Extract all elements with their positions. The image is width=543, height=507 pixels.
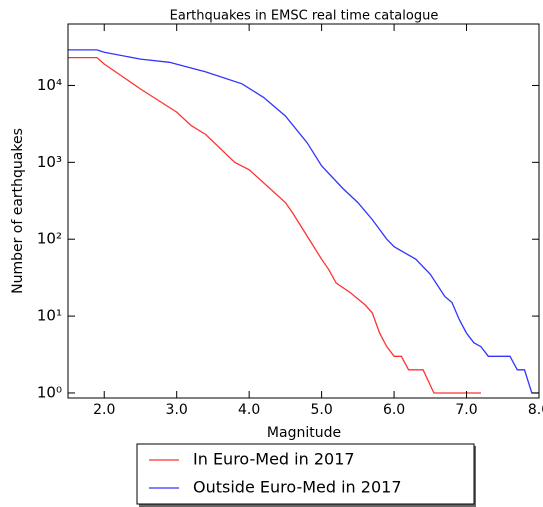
x-tick-label: 5.0	[310, 402, 332, 418]
y-tick-label: 10⁰	[37, 383, 62, 401]
y-tick-label: 10²	[37, 230, 62, 248]
y-axis-label: Number of earthquakes	[10, 128, 26, 294]
x-tick-label: 6.0	[383, 402, 405, 418]
data-line	[68, 49, 539, 394]
x-tick-label: 2.0	[93, 402, 115, 418]
x-tick-label: 4.0	[238, 402, 260, 418]
x-tick-label: 3.0	[166, 402, 188, 418]
y-tick-label: 10³	[37, 153, 62, 171]
chart-title: Earthquakes in EMSC real time catalogue	[170, 9, 439, 24]
x-axis-label: Magnitude	[267, 425, 341, 441]
y-tick-label: 10¹	[37, 307, 62, 325]
x-tick-label: 7.0	[455, 402, 477, 418]
data-line	[68, 56, 481, 394]
legend-box	[136, 443, 475, 505]
y-tick-label: 10⁴	[37, 76, 62, 94]
plot-frame	[67, 23, 540, 399]
legend-label: In Euro-Med in 2017	[193, 450, 355, 469]
x-tick-label: 8.0	[528, 402, 543, 418]
legend-label: Outside Euro-Med in 2017	[193, 478, 402, 497]
